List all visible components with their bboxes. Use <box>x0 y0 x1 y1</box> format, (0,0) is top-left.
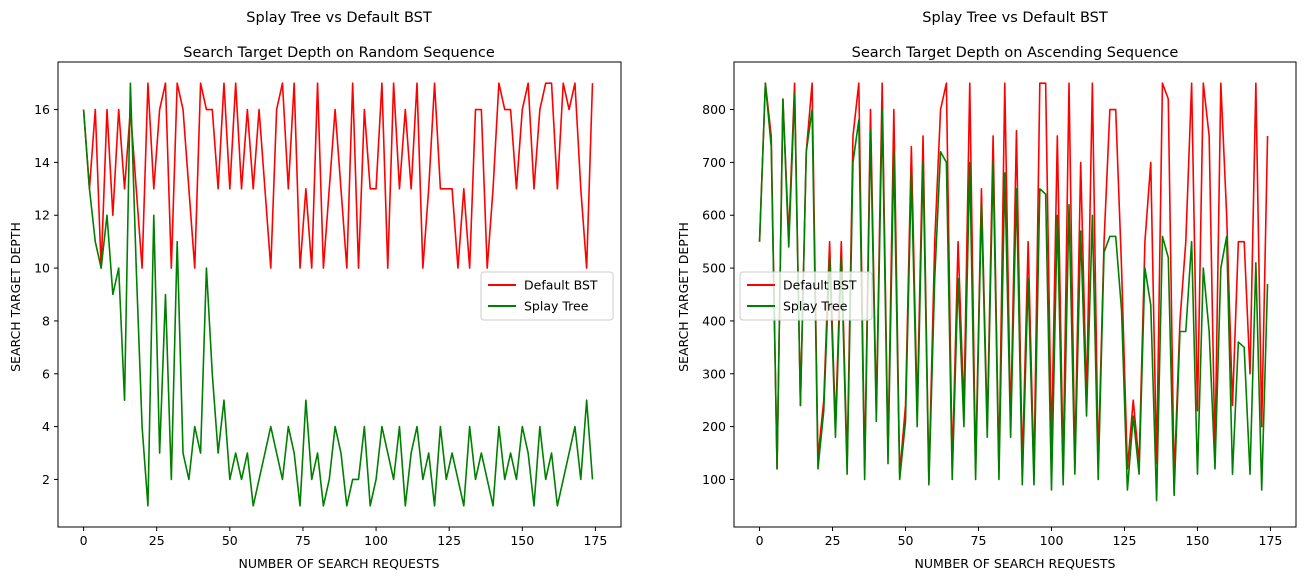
y-tick-label: 400 <box>702 313 726 328</box>
series-line-default-bst <box>82 82 594 269</box>
y-tick-label: 100 <box>702 472 726 487</box>
x-tick-label: 50 <box>898 533 914 548</box>
y-tick-label: 2 <box>42 472 50 487</box>
y-axis-label: SEARCH TARGET DEPTH <box>8 222 23 372</box>
y-axis-label: SEARCH TARGET DEPTH <box>676 222 691 372</box>
legend-label: Default BST <box>524 278 598 293</box>
x-axis-ticks: 0 25 50 75 100 125 150 175 <box>80 527 607 548</box>
y-tick-label: 500 <box>702 261 726 276</box>
y-axis-ticks: 100 200 300 400 500 600 700 800 <box>702 102 734 487</box>
legend-label: Default BST <box>783 278 857 293</box>
x-tick-label: 0 <box>80 533 88 548</box>
series-line-splay-tree <box>758 82 1269 502</box>
y-tick-label: 300 <box>702 366 726 381</box>
x-tick-label: 150 <box>1186 533 1210 548</box>
x-tick-label: 100 <box>1040 533 1064 548</box>
legend: Default BST Splay Tree <box>480 271 614 321</box>
plot-lines <box>758 82 1269 502</box>
y-tick-label: 12 <box>34 208 50 223</box>
y-tick-label: 4 <box>42 419 50 434</box>
plot-lines <box>82 82 594 507</box>
legend-label: Splay Tree <box>524 299 589 314</box>
chart-title: Search Target Depth on Ascending Sequenc… <box>852 45 1179 61</box>
x-tick-label: 175 <box>1259 533 1283 548</box>
y-tick-label: 8 <box>42 313 50 328</box>
y-tick-label: 800 <box>702 102 726 117</box>
x-tick-label: 125 <box>1113 533 1137 548</box>
y-tick-label: 6 <box>42 366 50 381</box>
x-axis-ticks: 0 25 50 75 100 125 150 175 <box>756 527 1283 548</box>
y-tick-label: 10 <box>34 261 50 276</box>
chart-title: Search Target Depth on Random Sequence <box>183 45 495 61</box>
plot-frame <box>57 61 622 528</box>
chart-ascending-sequence: Splay Tree vs Default BST Search Target … <box>676 10 1297 571</box>
x-tick-label: 0 <box>756 533 764 548</box>
suptitle: Splay Tree vs Default BST <box>922 10 1108 26</box>
y-tick-label: 700 <box>702 155 726 170</box>
x-tick-label: 75 <box>971 533 987 548</box>
x-tick-label: 175 <box>583 533 607 548</box>
y-axis-ticks: 2 4 6 8 10 12 14 16 <box>34 102 58 487</box>
x-tick-label: 150 <box>510 533 534 548</box>
x-axis-label: NUMBER OF SEARCH REQUESTS <box>915 556 1116 571</box>
y-tick-label: 600 <box>702 208 726 223</box>
x-tick-label: 100 <box>364 533 388 548</box>
x-tick-label: 125 <box>437 533 461 548</box>
y-tick-label: 16 <box>34 102 50 117</box>
x-tick-label: 50 <box>222 533 238 548</box>
x-axis-label: NUMBER OF SEARCH REQUESTS <box>239 556 440 571</box>
y-tick-label: 14 <box>34 155 50 170</box>
legend-label: Splay Tree <box>783 299 848 314</box>
chart-random-sequence: Splay Tree vs Default BST Search Target … <box>8 10 622 571</box>
legend: Default BST Splay Tree <box>739 271 873 321</box>
plot-frame <box>733 61 1297 528</box>
x-tick-label: 25 <box>825 533 841 548</box>
x-tick-label: 25 <box>149 533 165 548</box>
series-line-splay-tree <box>82 82 594 507</box>
y-tick-label: 200 <box>702 419 726 434</box>
suptitle: Splay Tree vs Default BST <box>246 10 432 26</box>
x-tick-label: 75 <box>295 533 311 548</box>
